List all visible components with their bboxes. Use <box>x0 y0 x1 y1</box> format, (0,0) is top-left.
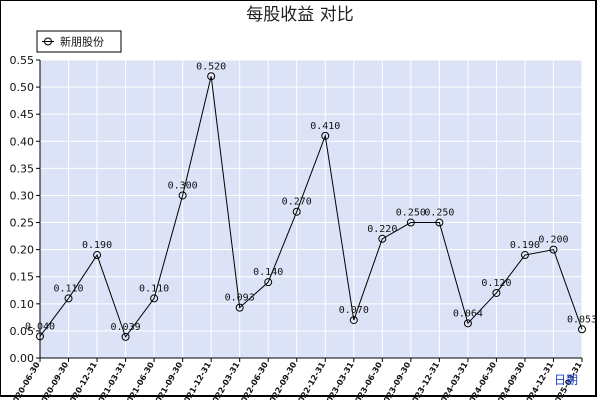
data-label: 0.064 <box>453 308 483 319</box>
x-tick-label: 2024-09-30 <box>493 360 527 400</box>
data-label: 0.070 <box>339 305 369 316</box>
data-label: 0.190 <box>82 240 112 251</box>
data-label: 0.039 <box>111 322 141 333</box>
data-point[interactable] <box>235 303 244 312</box>
x-tick-label: 2022-09-30 <box>265 360 299 400</box>
data-label: 0.520 <box>196 61 226 72</box>
x-tick-label: 2020-12-31 <box>65 360 99 400</box>
data-label: 0.093 <box>225 293 255 304</box>
data-label: 0.200 <box>538 235 568 246</box>
data-label: 0.270 <box>282 197 312 208</box>
y-tick-label: 0.15 <box>10 271 35 284</box>
series-line <box>39 76 583 338</box>
data-label: 0.250 <box>396 208 426 219</box>
x-tick-label: 2021-03-31 <box>94 360 128 400</box>
data-point[interactable] <box>36 332 44 341</box>
x-tick-label: 2020-06-30 <box>8 360 42 400</box>
data-label: 0.110 <box>53 283 83 294</box>
data-label: 0.250 <box>424 208 454 219</box>
data-point[interactable] <box>578 325 586 334</box>
data-point[interactable] <box>207 72 216 81</box>
x-tick-label: 2020-09-30 <box>37 360 71 400</box>
legend-series-name: 新朋股份 <box>60 35 104 49</box>
x-axis: 2020-06-302020-09-302020-12-312021-03-31… <box>8 357 584 400</box>
x-tick-label: 2023-06-30 <box>351 360 385 400</box>
y-axis: 0.00 0.05 0.10 0.15 0.20 0.25 0.30 0.35 0.40 0.45… <box>10 54 41 365</box>
y-tick-label: 0.25 <box>10 217 35 230</box>
data-point[interactable] <box>64 294 73 303</box>
x-tick-label: 2022-06-30 <box>237 360 271 400</box>
x-tick-label: 2023-12-31 <box>408 360 442 400</box>
x-axis-label: 日期 <box>554 373 578 387</box>
data-label: 0.140 <box>253 267 283 278</box>
y-tick-label: 0.45 <box>10 108 35 121</box>
data-point[interactable] <box>178 191 187 200</box>
data-point[interactable] <box>321 131 330 140</box>
y-tick-label: 0.20 <box>10 244 35 257</box>
data-point[interactable] <box>292 207 301 216</box>
y-tick-label: 0.35 <box>10 162 35 175</box>
y-tick-label: 0.10 <box>10 298 35 311</box>
y-tick-label: 0.40 <box>10 135 35 148</box>
data-point[interactable] <box>264 278 273 287</box>
x-tick-label: 2024-06-30 <box>465 360 499 400</box>
data-label: 0.053 <box>567 314 597 325</box>
plot-area <box>40 60 582 358</box>
data-label: 0.110 <box>139 283 169 294</box>
y-tick-label: 0.00 <box>10 352 35 365</box>
data-point[interactable] <box>121 332 130 341</box>
chart-title: 每股收益 对比 <box>246 5 353 25</box>
y-tick-label: 0.30 <box>10 189 35 202</box>
data-point[interactable] <box>435 218 444 227</box>
data-point[interactable] <box>549 245 558 254</box>
data-label: 0.410 <box>310 121 340 132</box>
x-tick-label: 2022-12-31 <box>294 360 328 400</box>
data-label: 0.300 <box>168 180 198 191</box>
legend-marker <box>44 37 52 46</box>
y-tick-label: 0.50 <box>10 81 35 94</box>
series-group: 0.040 0.110 0.190 0.039 0.110 0.300 0.520 0.093… <box>25 61 597 341</box>
data-point[interactable] <box>378 234 387 243</box>
x-tick-label: 2022-03-31 <box>208 360 242 400</box>
x-tick-label: 2023-03-31 <box>322 360 356 400</box>
data-label: 0.120 <box>481 278 511 289</box>
data-label: 0.190 <box>510 240 540 251</box>
data-point[interactable] <box>93 251 102 260</box>
legend-box <box>36 30 122 53</box>
data-point[interactable] <box>150 294 159 303</box>
data-label: 0.040 <box>25 321 55 332</box>
x-tick-label: 2024-03-31 <box>436 360 470 400</box>
x-tick-label: 2021-09-30 <box>151 360 185 400</box>
y-tick-label: 0.05 <box>10 325 35 338</box>
legend[interactable]: 新朋股份 <box>36 30 122 53</box>
data-point[interactable] <box>349 316 358 325</box>
data-point[interactable] <box>406 218 415 227</box>
data-label: 0.220 <box>367 224 397 235</box>
y-tick-label: 0.55 <box>10 54 35 67</box>
data-point[interactable] <box>492 288 501 297</box>
data-point[interactable] <box>520 251 529 260</box>
data-point[interactable] <box>463 319 472 328</box>
x-tick-label: 2023-09-30 <box>379 360 413 400</box>
x-tick-label: 2021-06-30 <box>122 360 156 400</box>
x-tick-label: 2024-12-31 <box>522 360 556 400</box>
x-tick-label: 2021-12-31 <box>180 360 214 400</box>
